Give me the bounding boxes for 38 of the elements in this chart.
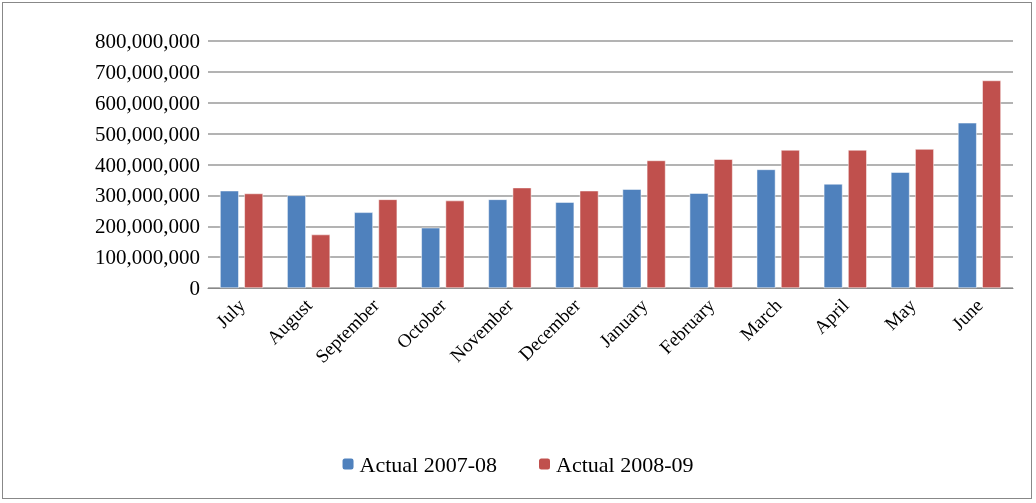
bar bbox=[622, 189, 642, 288]
legend-label: Actual 2008-09 bbox=[556, 451, 694, 477]
x-tick-label: July bbox=[211, 294, 250, 332]
bar bbox=[890, 172, 910, 288]
bar bbox=[488, 199, 508, 288]
bar bbox=[421, 227, 440, 288]
bar bbox=[915, 149, 934, 288]
bar bbox=[555, 202, 575, 288]
y-tick-label: 600,000,000 bbox=[95, 90, 200, 115]
y-tick-label: 200,000,000 bbox=[95, 214, 200, 239]
bar bbox=[512, 187, 532, 288]
y-tick-label: 500,000,000 bbox=[95, 121, 200, 146]
y-tick-label: 100,000,000 bbox=[95, 245, 200, 270]
legend-label: Actual 2007-08 bbox=[359, 451, 497, 477]
bar bbox=[957, 122, 977, 288]
y-tick-label: 0 bbox=[189, 276, 200, 300]
y-tick-label: 700,000,000 bbox=[95, 59, 200, 84]
bar bbox=[445, 200, 465, 288]
bar bbox=[579, 190, 599, 288]
bar bbox=[287, 195, 306, 288]
bar bbox=[378, 199, 398, 288]
bar bbox=[354, 212, 373, 288]
x-tick-label: June bbox=[947, 294, 987, 335]
x-tick-label: May bbox=[880, 294, 921, 335]
bar bbox=[311, 234, 331, 288]
bar bbox=[220, 190, 239, 288]
y-tick-label: 400,000,000 bbox=[95, 152, 200, 177]
bar bbox=[982, 80, 1001, 288]
bar bbox=[823, 183, 843, 288]
bar bbox=[244, 193, 264, 288]
y-tick-label: 300,000,000 bbox=[95, 183, 200, 208]
bar bbox=[646, 160, 666, 288]
bar bbox=[781, 149, 800, 288]
bar bbox=[756, 169, 776, 288]
bar bbox=[689, 193, 709, 288]
y-tick-label: 800,000,000 bbox=[95, 29, 200, 53]
bar bbox=[713, 159, 733, 288]
bar bbox=[848, 149, 867, 288]
